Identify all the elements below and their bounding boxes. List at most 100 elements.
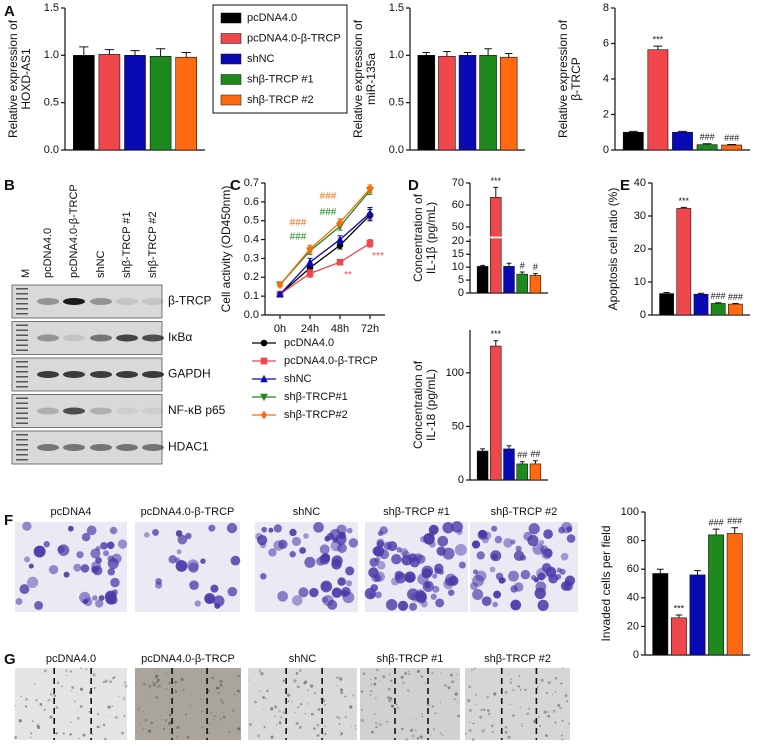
significance: ## [530, 449, 540, 459]
y-tick-label: 60 [627, 563, 639, 575]
speck [152, 681, 154, 684]
speck [148, 685, 152, 688]
significance: # [533, 262, 538, 272]
speck [362, 672, 366, 676]
speck [304, 713, 306, 715]
cell [376, 560, 386, 570]
speck [426, 703, 430, 707]
cell [337, 577, 346, 586]
speck [493, 692, 497, 696]
speck [186, 735, 190, 739]
speck [456, 673, 458, 676]
cell [298, 587, 309, 598]
speck [107, 705, 111, 709]
speck [336, 715, 339, 719]
speck [25, 697, 28, 701]
significance: ### [320, 207, 337, 218]
speck [253, 700, 258, 704]
speck [316, 733, 320, 737]
speck [421, 715, 424, 718]
cell [327, 599, 338, 610]
y-tick-label: 4 [603, 73, 609, 85]
cell [515, 545, 522, 552]
error-bar [506, 445, 512, 449]
y-tick-label: 0 [603, 144, 609, 156]
y-tick-label: 0 [458, 287, 464, 299]
speck [207, 732, 210, 734]
cell [448, 575, 459, 586]
cell [555, 573, 562, 580]
speck [560, 734, 563, 737]
speck [439, 672, 442, 675]
y-tick-label: 0.4 [244, 233, 259, 245]
cell [80, 564, 90, 573]
speck [76, 710, 79, 712]
bar [98, 54, 121, 151]
speck [174, 680, 177, 684]
speck [397, 706, 400, 709]
error-bar [678, 130, 687, 133]
blot-band [37, 298, 59, 305]
speck [566, 700, 569, 703]
speck [369, 693, 372, 696]
speck [180, 677, 184, 681]
speck [70, 721, 72, 724]
speck [324, 732, 327, 736]
speck [274, 705, 278, 709]
cell [230, 555, 241, 566]
legend-label: shβ-TRCP #1 [247, 73, 314, 85]
bar [503, 266, 515, 294]
speck [338, 722, 341, 725]
protein-label: NF-κB p65 [168, 403, 226, 417]
speck [404, 672, 408, 676]
speck [407, 670, 410, 673]
speck [410, 728, 414, 732]
speck [507, 735, 511, 739]
cell [560, 581, 571, 591]
speck [360, 690, 364, 693]
blot-band [116, 371, 138, 378]
cell [303, 533, 309, 539]
speck [182, 688, 185, 691]
y-tick-label: 20 [452, 235, 464, 247]
marker-band [16, 417, 28, 419]
cell [273, 524, 282, 533]
cell [109, 526, 118, 535]
speck [374, 676, 377, 680]
cell [316, 556, 325, 566]
y-tick-label: 0 [640, 309, 646, 321]
speck [519, 688, 522, 691]
speck [456, 701, 459, 704]
cell [377, 530, 384, 537]
cell [430, 593, 437, 600]
cell [227, 586, 238, 597]
marker-band [16, 288, 28, 290]
significance: ### [727, 516, 742, 526]
speck [340, 691, 344, 695]
speck [296, 685, 300, 689]
speck [504, 730, 508, 734]
y-tick-label: 50 [452, 221, 464, 233]
y-axis-label: Relative expression of [556, 19, 570, 138]
cell [482, 536, 489, 544]
speck [379, 680, 381, 682]
speck [487, 712, 491, 716]
bar [529, 463, 542, 481]
speck [300, 703, 303, 706]
speck [517, 685, 520, 688]
speck [258, 690, 261, 692]
cell [543, 529, 553, 539]
point [336, 235, 344, 243]
cell [348, 538, 359, 548]
speck [370, 678, 372, 680]
speck [247, 679, 250, 681]
significance: *** [372, 251, 384, 262]
speck [483, 729, 485, 731]
speck [543, 710, 547, 714]
image-label: pcDNA4.0-β-TRCP [141, 653, 235, 665]
speck [447, 686, 451, 690]
speck [143, 683, 146, 686]
cell [63, 571, 70, 578]
cell [396, 547, 402, 553]
